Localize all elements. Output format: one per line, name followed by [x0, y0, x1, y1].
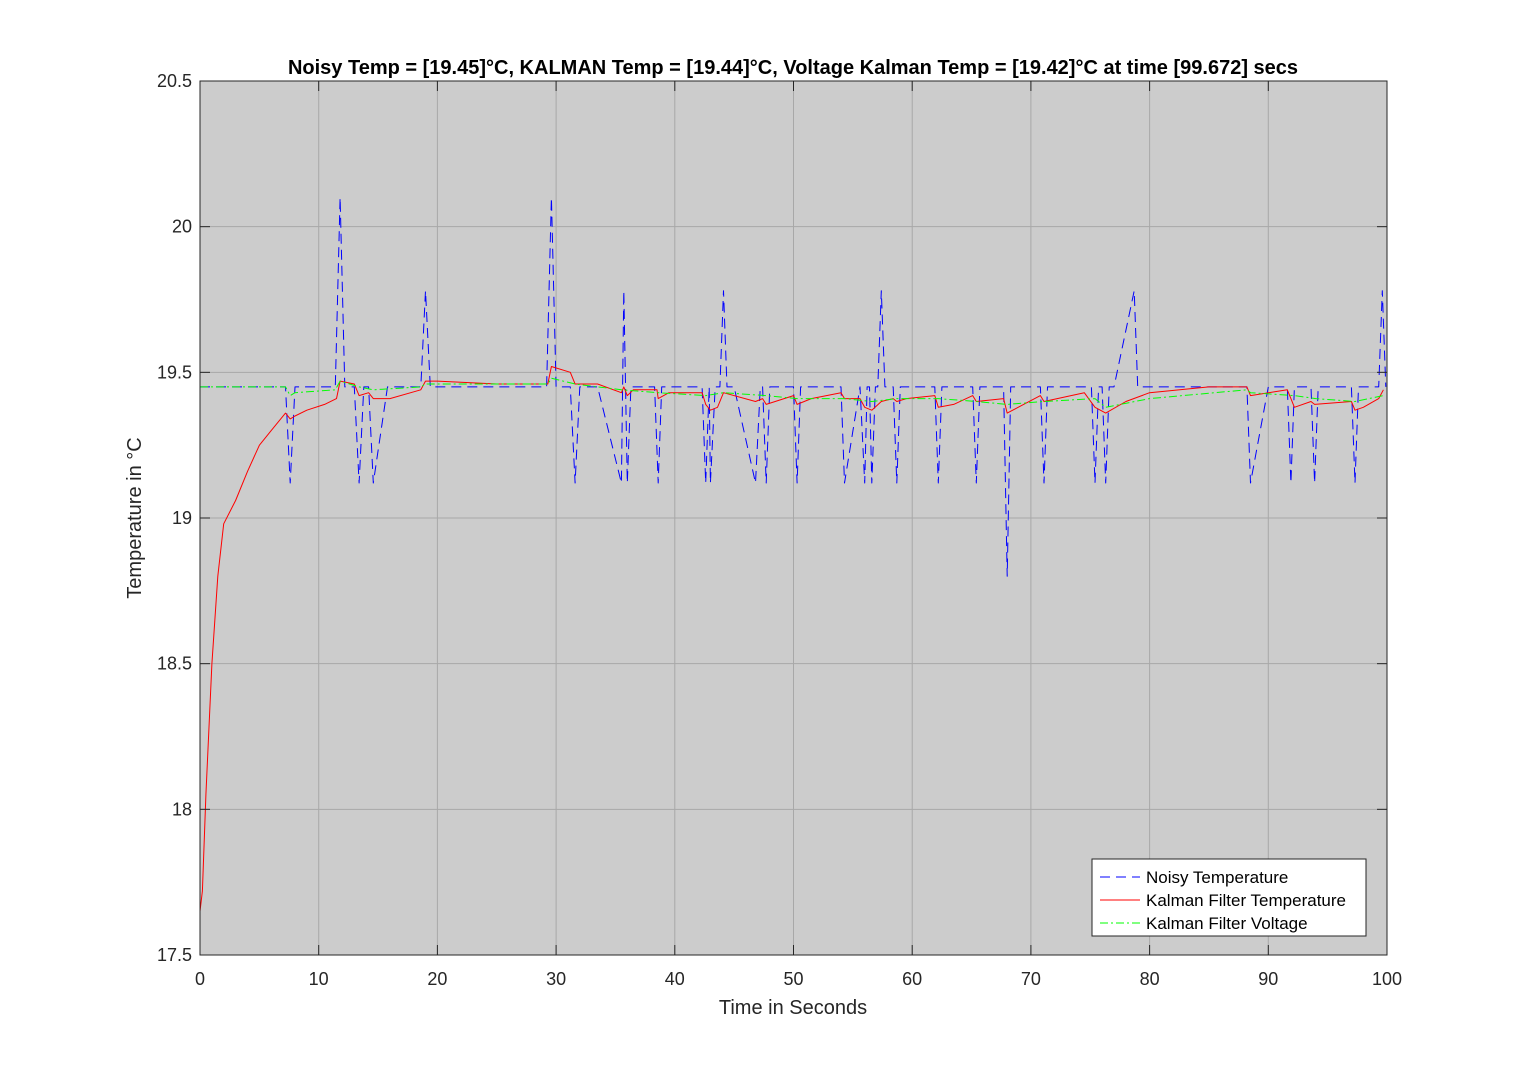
- x-tick-label: 90: [1258, 969, 1278, 989]
- y-axis-label: Temperature in °C: [124, 437, 146, 598]
- y-tick-label: 17.5: [157, 945, 192, 965]
- x-tick-label: 50: [783, 969, 803, 989]
- x-axis-label: Time in Seconds: [719, 997, 867, 1019]
- series-line-0: [200, 197, 1387, 577]
- y-tick-label: 18.5: [157, 654, 192, 674]
- x-tick-label: 10: [309, 969, 329, 989]
- series-line-2: [200, 377, 1384, 408]
- y-tick-label: 19.5: [157, 362, 192, 382]
- x-tick-label: 40: [665, 969, 685, 989]
- y-tick-label: 19: [172, 508, 192, 528]
- y-tick-label: 18: [172, 799, 192, 819]
- legend-entry-label: Kalman Filter Voltage: [1146, 914, 1308, 933]
- legend: Noisy Temperature Kalman Filter Temperatu…: [1091, 858, 1367, 937]
- legend-entry-label: Noisy Temperature: [1146, 868, 1288, 887]
- legend-entry-label: Kalman Filter Temperature: [1146, 891, 1346, 910]
- x-tick-label: 30: [546, 969, 566, 989]
- grid-lines: [200, 81, 1387, 955]
- series-line-1: [199, 366, 1384, 912]
- y-tick-label: 20.5: [157, 71, 192, 91]
- chart-title: Noisy Temp = [19.45]°C, KALMAN Temp = [1…: [288, 57, 1298, 79]
- x-tick-label: 60: [902, 969, 922, 989]
- x-tick-label: 70: [1021, 969, 1041, 989]
- x-tick-label: 100: [1372, 969, 1402, 989]
- tick-layer: 0 10 20 30 40 50 60 70 80 90 100 17.5 18 18.5 19 19.5 20…: [157, 71, 1402, 989]
- x-tick-label: 80: [1140, 969, 1160, 989]
- y-tick-label: 20: [172, 217, 192, 237]
- series-layer: [199, 197, 1387, 912]
- x-tick-label: 20: [427, 969, 447, 989]
- x-tick-label: 0: [195, 969, 205, 989]
